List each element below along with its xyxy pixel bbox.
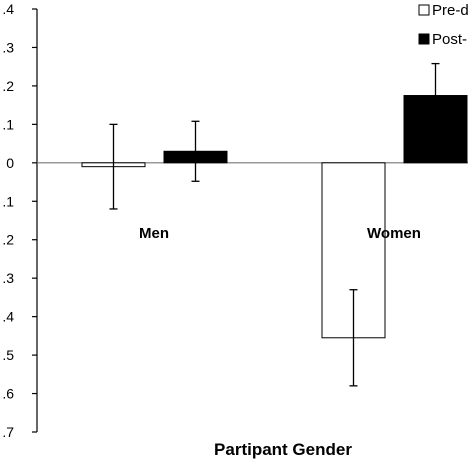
bars [81, 95, 468, 339]
y-tick-label: .6 [2, 386, 14, 402]
legend-swatch [418, 33, 430, 45]
y-tick-label: .1 [2, 193, 14, 209]
y-tick-label: .2 [2, 232, 14, 248]
legend-label: Post- [432, 31, 467, 48]
y-tick-label: .3 [2, 39, 14, 55]
legend-swatch [418, 4, 430, 16]
category-labels: Men Women [139, 225, 421, 242]
x-axis-label: Partipant Gender [214, 440, 352, 459]
y-axis: .4 .3 .2 .1 0 .1 .2 .3 .4 .5 .6 .7 [2, 1, 468, 440]
y-tick-label: .4 [2, 1, 14, 17]
legend: Pre-d Post- [418, 2, 469, 48]
category-label-men: Men [139, 225, 169, 242]
error-bars [109, 62, 440, 387]
y-tick-label: .7 [2, 424, 14, 440]
y-tick-label: .4 [2, 309, 14, 325]
y-tick-label: .5 [2, 347, 14, 363]
legend-label: Pre-d [432, 2, 469, 19]
y-tick-label: .3 [2, 270, 14, 286]
y-tick-label: .1 [2, 116, 14, 132]
category-label-women: Women [367, 225, 421, 242]
y-tick-label: 0 [6, 155, 14, 171]
y-tick-label: .2 [2, 78, 14, 94]
